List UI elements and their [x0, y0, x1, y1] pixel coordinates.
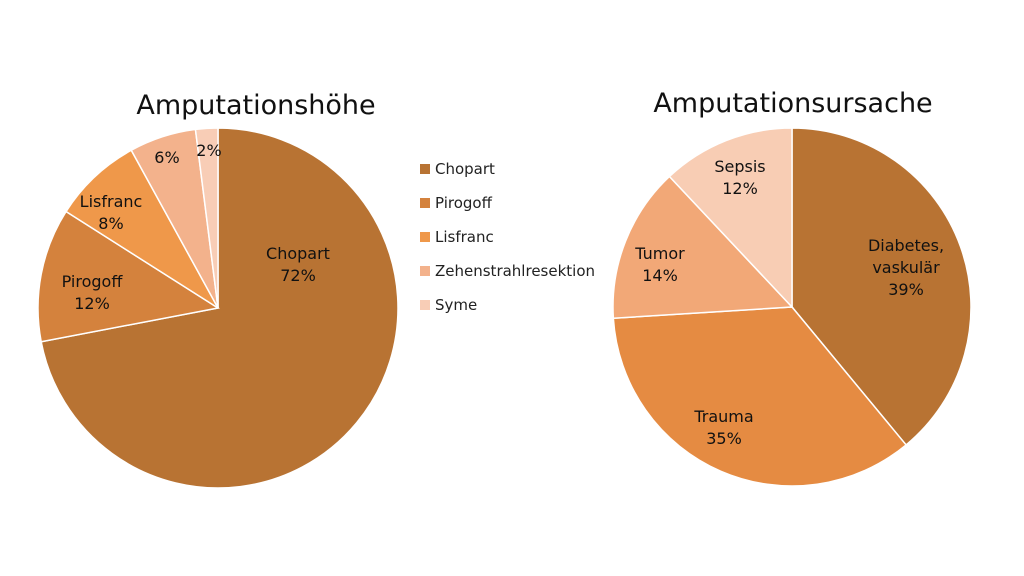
legend-swatch	[420, 232, 430, 242]
pie-slice-syme	[194, 127, 219, 309]
slice-name: Tumor	[635, 244, 685, 263]
pie-slice-diabetes-vaskulär	[791, 127, 972, 446]
slice-label: Tumor 14%	[635, 243, 684, 287]
legend-label: Chopart	[435, 160, 495, 178]
chart-title-left: Amputationshöhe	[136, 90, 376, 121]
legend-swatch	[420, 198, 430, 208]
slice-value: 39%	[888, 280, 924, 299]
slice-value: 35%	[706, 429, 742, 448]
legend-item: Chopart	[420, 152, 595, 186]
pie-slice-lisfranc	[64, 149, 219, 309]
slice-value: 14%	[642, 266, 678, 285]
legend-label: Syme	[435, 296, 478, 314]
pie-slice-trauma	[612, 306, 908, 487]
legend-item: Lisfranc	[420, 220, 595, 254]
legend-swatch	[420, 300, 430, 310]
pie-slice-pirogoff	[37, 210, 221, 343]
slice-label: Chopart 72%	[266, 243, 330, 287]
slice-value: 12%	[74, 294, 110, 313]
legend-label: Zehenstrahlresektion	[435, 262, 596, 280]
slice-name: Trauma	[694, 407, 754, 426]
slice-label: 6%	[154, 147, 179, 169]
legend: Chopart Pirogoff Lisfranc Zehenstrahlresekt…	[420, 152, 595, 322]
legend-label: Lisfranc	[435, 228, 494, 246]
chart-title-right: Amputationsursache	[653, 88, 933, 119]
slice-value: 8%	[98, 214, 124, 233]
slice-name: Chopart	[266, 244, 330, 263]
legend-label: Pirogoff	[435, 194, 492, 212]
pie-slice-tumor	[612, 175, 794, 320]
slice-label: Trauma 35%	[694, 406, 753, 450]
slice-name: Sepsis	[714, 157, 766, 176]
legend-item: Syme	[420, 288, 595, 322]
slice-name: Lisfranc	[79, 192, 143, 211]
slice-label: Lisfranc 8%	[80, 191, 143, 235]
slice-name: vaskulär	[872, 258, 940, 277]
pie-slice-sepsis	[668, 127, 793, 309]
slice-name: Diabetes,	[867, 236, 945, 255]
slice-value: 72%	[280, 266, 316, 285]
legend-swatch	[420, 164, 430, 174]
pie-slice-chopart	[40, 127, 399, 489]
legend-item: Pirogoff	[420, 186, 595, 220]
slice-value: 6%	[154, 148, 180, 167]
slice-label: Sepsis 12%	[714, 156, 765, 200]
slice-value: 2%	[196, 141, 222, 160]
legend-swatch	[420, 266, 430, 276]
slice-value: 12%	[722, 179, 758, 198]
slice-name: Pirogoff	[61, 272, 123, 291]
slice-label: Diabetes, vaskulär 39%	[868, 235, 944, 301]
legend-item: Zehenstrahlresektion	[420, 254, 595, 288]
slice-label: 2%	[196, 140, 221, 162]
slice-label: Pirogoff 12%	[62, 271, 123, 315]
